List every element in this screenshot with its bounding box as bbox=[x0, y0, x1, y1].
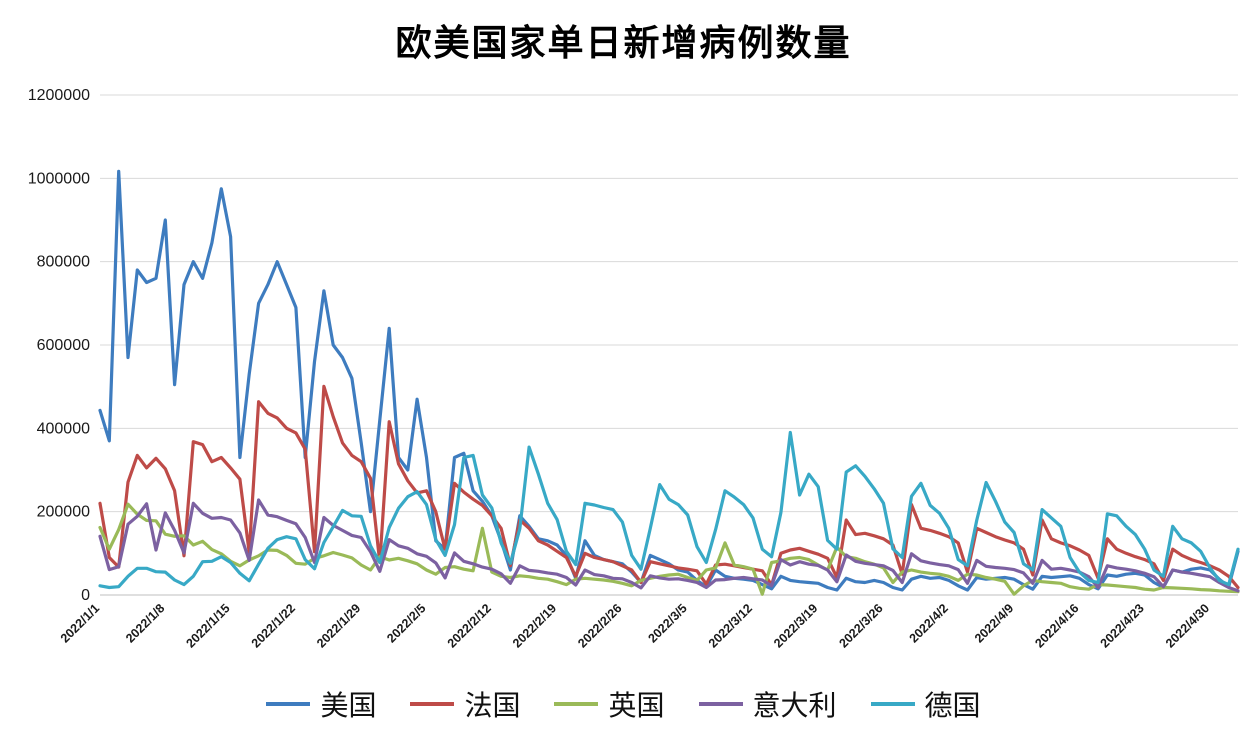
legend-item-italy: 意大利 bbox=[698, 684, 837, 724]
legend-item-uk: 英国 bbox=[554, 684, 665, 724]
y-tick-label: 800000 bbox=[37, 254, 90, 271]
y-tick-label: 600000 bbox=[37, 337, 90, 354]
chart-title: 欧美国家单日新增病例数量 bbox=[395, 22, 852, 63]
x-tick-label: 2022/1/8 bbox=[123, 601, 167, 645]
series-line-usa bbox=[98, 169, 1240, 592]
legend-item-france: 法国 bbox=[410, 684, 520, 724]
legend-swatch-italy bbox=[698, 702, 743, 706]
legend-label-germany: 德国 bbox=[924, 690, 981, 721]
y-tick-label: 200000 bbox=[37, 504, 90, 521]
x-tick-label: 2022/4/30 bbox=[1163, 601, 1212, 650]
legend-label-france: 法国 bbox=[464, 690, 521, 721]
x-tick-label: 2022/2/26 bbox=[575, 601, 624, 650]
legend-swatch-france bbox=[410, 702, 455, 706]
legend-label-uk: 英国 bbox=[608, 690, 665, 721]
x-tick-label: 2022/1/29 bbox=[314, 601, 363, 650]
x-tick-label: 2022/1/22 bbox=[249, 601, 298, 650]
legend-item-germany: 德国 bbox=[870, 684, 981, 724]
legend-swatch-usa bbox=[266, 702, 311, 706]
x-tick-label: 2022/4/9 bbox=[972, 601, 1016, 645]
x-tick-label: 2022/3/26 bbox=[836, 601, 885, 650]
x-tick-label: 2022/4/2 bbox=[907, 601, 951, 645]
x-tick-label: 2022/2/19 bbox=[510, 601, 559, 650]
x-tick-label: 2022/1/15 bbox=[183, 601, 232, 650]
x-tick-label: 2022/3/12 bbox=[706, 601, 755, 650]
legend-swatch-uk bbox=[554, 702, 599, 706]
series-line-france bbox=[98, 384, 1240, 590]
y-tick-label: 0 bbox=[81, 587, 90, 604]
legend-label-italy: 意大利 bbox=[752, 690, 837, 721]
series-line-italy bbox=[98, 498, 1240, 593]
x-tick-label: 2022/2/12 bbox=[445, 601, 494, 650]
x-tick-label: 2022/2/5 bbox=[384, 601, 428, 645]
legend-swatch-germany bbox=[870, 702, 915, 706]
x-tick-label: 2022/4/23 bbox=[1098, 601, 1147, 650]
legend-item-usa: 美国 bbox=[266, 684, 376, 724]
y-tick-label: 400000 bbox=[37, 420, 90, 437]
series-line-uk bbox=[98, 502, 1240, 596]
x-tick-label: 2022/1/1 bbox=[58, 601, 102, 645]
x-tick-label: 2022/4/16 bbox=[1032, 601, 1081, 650]
legend-label-usa: 美国 bbox=[320, 690, 377, 721]
y-tick-label: 1200000 bbox=[28, 87, 90, 104]
x-tick-label: 2022/3/5 bbox=[645, 601, 689, 645]
series-line-germany bbox=[98, 430, 1240, 590]
x-tick-label: 2022/3/19 bbox=[771, 601, 820, 650]
chart-legend: 美国 法国 英国 意大利 德国 bbox=[0, 684, 1247, 724]
y-tick-label: 1000000 bbox=[28, 170, 90, 187]
